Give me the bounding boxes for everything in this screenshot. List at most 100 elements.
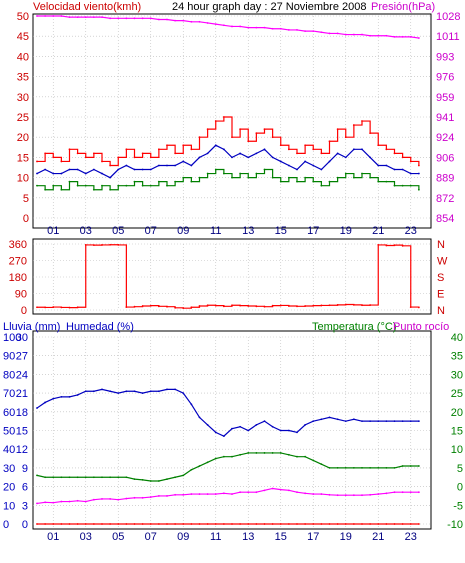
humidity-line-point (369, 420, 372, 423)
pressure-y-tick-label: 872 (436, 193, 454, 205)
dewpoint-line-point (68, 500, 71, 503)
x-tick-label: 19 (340, 225, 352, 237)
temperature-y-tick-label: -5 (453, 500, 463, 512)
humidity-line-point (385, 420, 388, 423)
rain-line-point (101, 523, 103, 525)
wind-speed-line-point (385, 148, 388, 151)
wind-gust-line-point (263, 148, 266, 151)
temperature-axis-title: Temperatura (°C) (312, 321, 396, 333)
temperature-line-point (174, 476, 177, 479)
humidity-y-tick-label: 90 (3, 351, 15, 363)
wind-gust-line-point (174, 164, 177, 167)
temperature-line-point (385, 467, 388, 469)
wind-average-line-point (92, 188, 95, 191)
rain-y-tick-label: 15 (16, 426, 28, 438)
pressure-line-point (263, 26, 266, 29)
temperature-line-point (239, 453, 242, 456)
dewpoint-line-point (222, 492, 225, 495)
rain-line-point (166, 523, 168, 525)
wind-average-line-point (369, 176, 372, 179)
rain-line-point (247, 523, 250, 525)
wind-speed-line-point (263, 128, 266, 131)
humidity-line-point (174, 388, 177, 391)
temperature-line-point (125, 476, 128, 479)
wind-gust-line-point (141, 168, 144, 171)
direction-y-tick-label: 90 (15, 289, 27, 301)
pressure-line-point (239, 25, 242, 28)
pressure-line-point (296, 29, 298, 31)
wind-gust-line-point (328, 160, 331, 163)
wind-y-tick-label: 0 (23, 213, 29, 225)
rain-y-tick-label: 12 (16, 444, 28, 456)
rain-y-tick-label: 3 (22, 500, 28, 512)
wind-average-line-point (336, 176, 339, 179)
humidity-line-point (263, 420, 266, 423)
direction-panel-frame (32, 238, 432, 315)
wind-gust-line-point (92, 168, 95, 171)
humidity-line-point (409, 420, 412, 423)
humidity-line-point (417, 420, 420, 423)
wind-gust-line-point (312, 164, 315, 167)
wind-gust-line-point (36, 172, 38, 175)
wind-average-line-point (222, 172, 225, 175)
rain-y-tick-label: 0 (22, 519, 28, 531)
dewpoint-line-point (377, 493, 380, 495)
temperature-line-point (206, 461, 209, 464)
wind-direction-line-point (174, 306, 177, 309)
wind-direction-line-point (304, 305, 307, 307)
x-tick-label: 13 (242, 531, 254, 543)
x-tick-label: 03 (80, 225, 92, 237)
pressure-line-point (109, 17, 112, 20)
humidity-line-point (222, 435, 225, 438)
humidity-panel-frame (32, 330, 432, 530)
rain-line-point (141, 523, 144, 525)
wind-average-line-point (60, 188, 63, 191)
dewpoint-line-point (166, 495, 168, 497)
wind-speed-line-point (109, 164, 112, 167)
dewpoint-line-point (190, 493, 193, 495)
compass-label: N (437, 305, 445, 317)
wind-y-tick-label: 10 (17, 173, 29, 185)
rain-line-point (312, 523, 315, 525)
pressure-line-point (271, 27, 274, 30)
temperature-y-tick-label: -10 (447, 519, 463, 531)
pressure-line-point (182, 19, 185, 22)
wind-speed-line-point (52, 156, 55, 159)
pressure-line-point (328, 32, 331, 35)
pressure-line-point (401, 35, 404, 38)
x-tick-label: 17 (307, 531, 319, 543)
humidity-line-point (133, 390, 136, 393)
wind-gust-line-point (231, 156, 233, 159)
dewpoint-line-point (279, 488, 282, 491)
wind-speed-line-point (68, 148, 71, 151)
wind-gust-line-point (409, 172, 412, 175)
rain-line-point (206, 523, 209, 525)
wind-average-line-point (133, 180, 136, 183)
wind-direction-line-point (84, 244, 87, 246)
wind-average-line-point (157, 180, 160, 183)
wind-direction-line-point (141, 305, 144, 307)
wind-speed-line-point (133, 156, 136, 159)
humidity-line-point (336, 418, 339, 421)
dewpoint-line-point (149, 496, 152, 498)
humidity-y-tick-label: 10 (3, 500, 15, 512)
temperature-y-tick-label: 0 (457, 482, 463, 494)
wind-speed-line-point (361, 120, 363, 122)
pressure-line-point (198, 20, 201, 23)
wind-gust-line-point (271, 156, 274, 159)
wind-direction-line-point (76, 306, 79, 309)
wind-speed-line-point (320, 152, 323, 155)
chart-title: 24 hour graph day : 27 Noviembre 2008 (172, 1, 366, 13)
pressure-line-point (133, 17, 136, 20)
pressure-line-point (68, 16, 71, 19)
compass-label: N (437, 239, 445, 251)
pressure-line-point (92, 16, 95, 19)
wind-direction-line-point (271, 304, 274, 307)
rain-line-point (271, 523, 274, 525)
dewpoint-line-point (417, 491, 420, 494)
wind-speed-line (37, 116, 420, 167)
direction-y-tick-label: 360 (9, 239, 27, 251)
pressure-y-tick-label: 959 (436, 92, 454, 104)
wind-average-line-point (279, 180, 282, 183)
pressure-y-tick-label: 906 (436, 152, 454, 164)
